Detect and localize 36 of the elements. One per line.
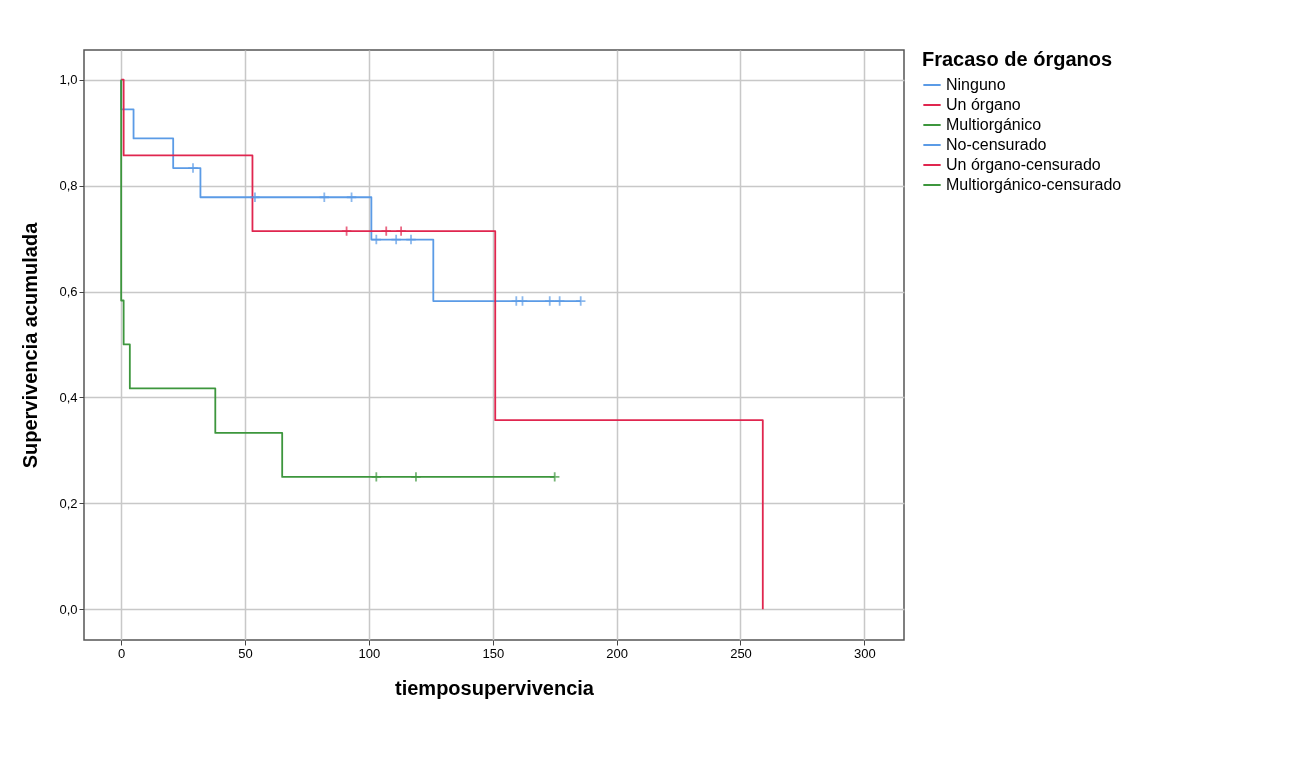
y-tick-label: 1,0 xyxy=(59,72,78,88)
point xyxy=(380,225,392,237)
point xyxy=(249,191,261,203)
legend-label: Ninguno xyxy=(946,76,1006,93)
x-tick-label: 50 xyxy=(238,645,253,661)
point xyxy=(410,471,422,483)
legend-label: No-censurado xyxy=(946,136,1047,153)
point xyxy=(370,233,382,246)
x-tick-label: 200 xyxy=(606,645,628,661)
legend-label: Multiorgánico xyxy=(946,116,1042,133)
x-tick-label: 0 xyxy=(118,645,126,661)
legend-label: Un órgano-censurado xyxy=(946,156,1101,173)
y-tick-label: 0,6 xyxy=(59,284,78,300)
point xyxy=(187,162,199,174)
legend-label: Multiorgánico-censurado xyxy=(946,176,1122,193)
x-tick-label: 100 xyxy=(358,645,381,661)
y-axis-title: Supervivencia acumulada xyxy=(19,221,42,469)
point xyxy=(395,225,407,237)
point xyxy=(554,295,566,307)
y-tick-label: 0,8 xyxy=(59,178,78,194)
x-tick-label: 300 xyxy=(854,645,876,661)
y-tick-label: 0,4 xyxy=(59,389,78,405)
x-tick-label: 150 xyxy=(482,645,505,661)
point xyxy=(549,471,561,483)
point xyxy=(575,295,587,307)
y-tick-label: 0,2 xyxy=(59,495,78,511)
legend-title: Fracaso de órganos xyxy=(922,48,1113,70)
point xyxy=(405,233,417,246)
point xyxy=(390,233,402,246)
y-tick-label: 0,0 xyxy=(59,601,78,617)
point xyxy=(318,191,330,203)
legend-label: Un órgano xyxy=(946,96,1021,113)
x-tick-label: 250 xyxy=(730,645,752,661)
x-axis-title: tiemposupervivencia xyxy=(395,676,595,699)
point xyxy=(544,295,556,307)
point xyxy=(370,471,382,483)
